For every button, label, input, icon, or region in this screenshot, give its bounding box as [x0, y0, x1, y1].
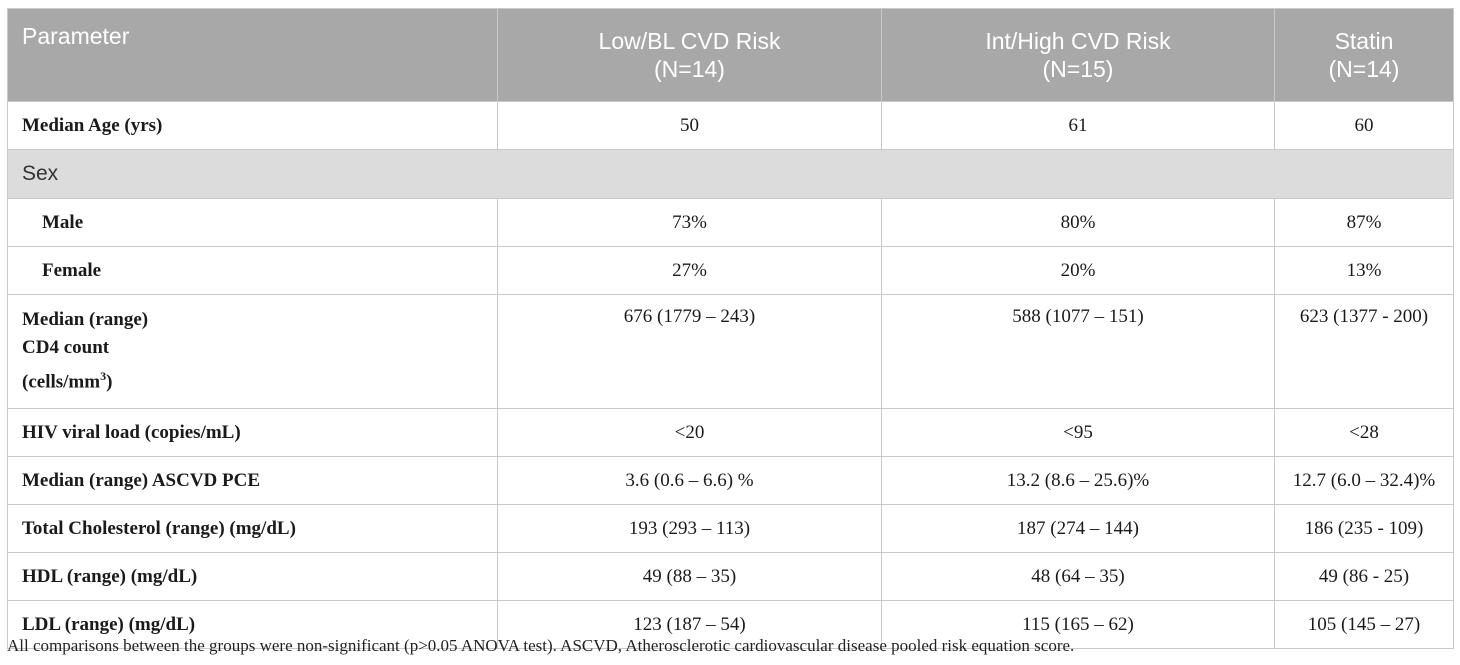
- section-label-sex: Sex: [7, 149, 1454, 199]
- row-label-line: (cells/mm3): [22, 362, 497, 396]
- table-row-sex-section: Sex: [7, 149, 1454, 199]
- cell-high-risk: 115 (165 – 62): [881, 600, 1275, 649]
- cell-statin: 186 (235 - 109): [1274, 504, 1454, 553]
- data-table: Parameter Low/BL CVD Risk (N=14) Int/Hig…: [7, 8, 1454, 649]
- cell-statin: <28: [1274, 408, 1454, 457]
- unit-superscript: 3: [100, 369, 107, 383]
- row-label: HIV viral load (copies/mL): [7, 408, 498, 457]
- cell-statin: 623 (1377 - 200): [1274, 294, 1454, 409]
- cell-statin: 13%: [1274, 246, 1454, 295]
- table-row-age: Median Age (yrs) 50 61 60: [7, 101, 1454, 150]
- table-row-ldl: LDL (range) (mg/dL) 123 (187 – 54) 115 (…: [7, 600, 1454, 649]
- table-row-total-cholesterol: Total Cholesterol (range) (mg/dL) 193 (2…: [7, 504, 1454, 553]
- row-label: LDL (range) (mg/dL): [7, 600, 498, 649]
- cell-high-risk: 13.2 (8.6 – 25.6)%: [881, 456, 1275, 505]
- row-label: Female: [7, 246, 498, 295]
- cell-high-risk: <95: [881, 408, 1275, 457]
- row-label-line: Median (range): [22, 309, 149, 330]
- table-header: Parameter Low/BL CVD Risk (N=14) Int/Hig…: [7, 8, 1454, 102]
- cell-low-risk: 676 (1779 – 243): [497, 294, 882, 409]
- row-label: Median Age (yrs): [7, 101, 498, 150]
- header-group-high-risk-name: Int/High CVD Risk: [985, 28, 1171, 54]
- cell-statin: 49 (86 - 25): [1274, 552, 1454, 601]
- row-label: Male: [7, 198, 498, 247]
- header-group-statin-n: (N=14): [1328, 56, 1400, 82]
- header-group-high-risk-n: (N=15): [1042, 56, 1114, 82]
- cell-low-risk: 49 (88 – 35): [497, 552, 882, 601]
- header-group-low-risk: Low/BL CVD Risk (N=14): [497, 8, 882, 102]
- cell-high-risk: 187 (274 – 144): [881, 504, 1275, 553]
- row-label-line: CD4 count: [22, 337, 110, 358]
- table-row-female: Female 27% 20% 13%: [7, 246, 1454, 295]
- unit-close: ): [106, 371, 113, 393]
- cell-statin: 87%: [1274, 198, 1454, 247]
- header-group-low-risk-n: (N=14): [654, 56, 725, 82]
- cell-low-risk: 73%: [497, 198, 882, 247]
- cell-high-risk: 80%: [881, 198, 1275, 247]
- table-row-hdl: HDL (range) (mg/dL) 49 (88 – 35) 48 (64 …: [7, 552, 1454, 601]
- cell-low-risk: 123 (187 – 54): [497, 600, 882, 649]
- unit-text: (cells/mm: [22, 371, 101, 393]
- table-body: Median Age (yrs) 50 61 60 Sex Male 73% 8…: [7, 101, 1454, 649]
- header-parameter: Parameter: [7, 8, 498, 102]
- header-group-statin-name: Statin: [1334, 28, 1394, 54]
- cell-low-risk: <20: [497, 408, 882, 457]
- table-row-ascvd: Median (range) ASCVD PCE 3.6 (0.6 – 6.6)…: [7, 456, 1454, 505]
- row-label: HDL (range) (mg/dL): [7, 552, 498, 601]
- table-row-hiv: HIV viral load (copies/mL) <20 <95 <28: [7, 408, 1454, 457]
- table-footnote: All comparisons between the groups were …: [7, 636, 1075, 655]
- table-row-male: Male 73% 80% 87%: [7, 198, 1454, 247]
- cell-low-risk: 193 (293 – 113): [497, 504, 882, 553]
- cell-high-risk: 20%: [881, 246, 1275, 295]
- table-container: Parameter Low/BL CVD Risk (N=14) Int/Hig…: [7, 8, 1454, 649]
- cell-high-risk: 61: [881, 101, 1275, 150]
- header-group-statin: Statin (N=14): [1274, 8, 1454, 102]
- header-group-low-risk-name: Low/BL CVD Risk: [598, 28, 781, 54]
- cell-high-risk: 588 (1077 – 151): [881, 294, 1275, 409]
- cell-statin: 105 (145 – 27): [1274, 600, 1454, 649]
- row-label: Median (range) ASCVD PCE: [7, 456, 498, 505]
- header-parameter-label: Parameter: [22, 23, 130, 49]
- header-group-high-risk: Int/High CVD Risk (N=15): [881, 8, 1275, 102]
- table-row-cd4: Median (range) CD4 count (cells/mm3) 676…: [7, 294, 1454, 409]
- cell-low-risk: 50: [497, 101, 882, 150]
- cell-low-risk: 27%: [497, 246, 882, 295]
- cell-high-risk: 48 (64 – 35): [881, 552, 1275, 601]
- cell-statin: 12.7 (6.0 – 32.4)%: [1274, 456, 1454, 505]
- cell-statin: 60: [1274, 101, 1454, 150]
- cell-low-risk: 3.6 (0.6 – 6.6) %: [497, 456, 882, 505]
- header-row: Parameter Low/BL CVD Risk (N=14) Int/Hig…: [7, 8, 1454, 102]
- row-label: Median (range) CD4 count (cells/mm3): [7, 294, 498, 409]
- row-label: Total Cholesterol (range) (mg/dL): [7, 504, 498, 553]
